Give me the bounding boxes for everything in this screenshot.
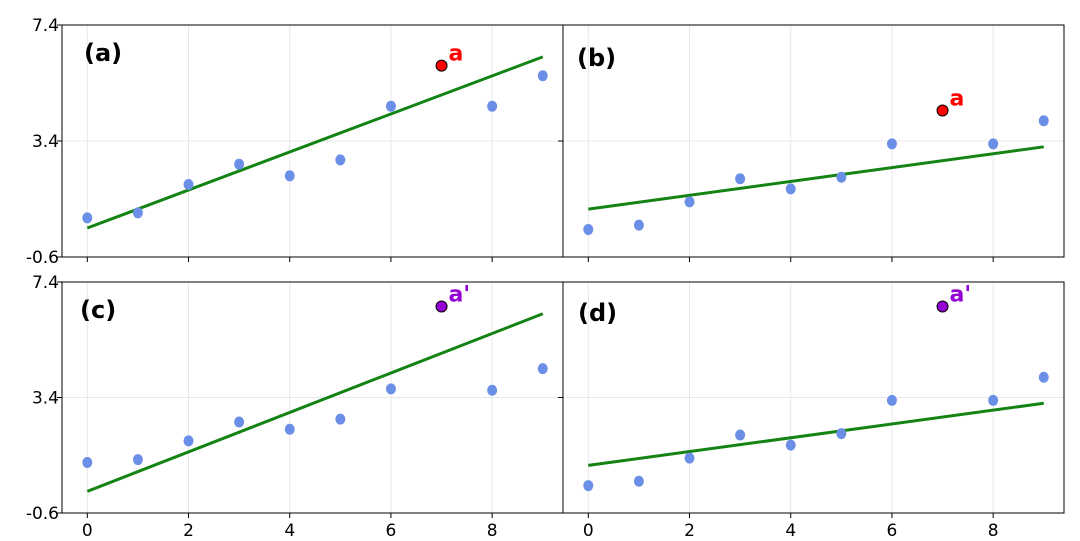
panel-label: (d) <box>578 299 617 327</box>
panel-b: a (b) <box>558 24 1065 262</box>
data-point <box>1038 371 1049 383</box>
fit-line <box>86 55 544 230</box>
data-point <box>633 475 644 487</box>
x-tick-label: 6 <box>887 521 898 541</box>
x-tick-label: 6 <box>386 521 397 541</box>
data-point <box>132 207 143 219</box>
data-point <box>1038 115 1049 127</box>
data-point <box>988 138 999 150</box>
data-point <box>836 428 847 440</box>
outlier-label: a <box>449 42 464 67</box>
data-point <box>335 413 346 425</box>
panel-a: 7.4 3.4 -0.6 a (a) <box>26 16 564 268</box>
outlier-label: a' <box>950 283 972 308</box>
outlier-point <box>435 300 448 313</box>
x-tick-label: 0 <box>82 521 93 541</box>
fit-line <box>588 401 1044 467</box>
data-point <box>735 429 746 441</box>
x-tick-label: 4 <box>284 521 295 541</box>
outlier-point <box>936 104 949 117</box>
data-point <box>183 179 194 190</box>
x-tick-label: 2 <box>684 521 695 541</box>
panel-d: 0 2 4 6 8 a' (d) <box>558 281 1065 541</box>
outlier-point <box>936 300 949 313</box>
y-tick-label: 7.4 <box>32 273 59 293</box>
outlier-label: a' <box>449 283 471 308</box>
panel-label: (a) <box>84 39 122 67</box>
data-point <box>785 183 796 195</box>
data-point <box>537 363 548 375</box>
x-tick-label: 4 <box>785 521 796 541</box>
outlier-label: a <box>950 87 965 112</box>
data-point <box>785 439 796 451</box>
data-point <box>735 173 746 185</box>
data-point <box>284 170 295 182</box>
x-tick-label: 2 <box>183 521 194 541</box>
y-tick-label: 7.4 <box>32 16 59 36</box>
data-point <box>234 158 245 170</box>
y-tick-label: -0.6 <box>26 248 59 268</box>
data-point <box>183 435 194 447</box>
data-point <box>583 223 594 235</box>
data-point <box>988 394 999 406</box>
data-point <box>836 171 847 183</box>
data-point <box>385 100 396 112</box>
fit-line <box>86 312 544 493</box>
data-point <box>234 416 245 428</box>
data-point <box>82 456 93 468</box>
y-tick-label: -0.6 <box>26 504 59 524</box>
data-point <box>886 394 897 406</box>
data-point <box>132 454 143 466</box>
data-point <box>385 383 396 395</box>
y-tick-label: 3.4 <box>32 132 59 152</box>
x-tick-label: 8 <box>487 521 498 541</box>
data-point <box>82 212 93 224</box>
panel-label: (c) <box>80 296 116 324</box>
y-tick-label: 3.4 <box>32 389 59 409</box>
x-tick-label: 0 <box>583 521 594 541</box>
fit-line <box>588 145 1044 211</box>
panel-label: (b) <box>577 44 616 72</box>
data-point <box>284 423 295 435</box>
data-point <box>684 452 695 464</box>
data-point <box>583 480 594 492</box>
data-point <box>886 138 897 150</box>
data-point <box>633 219 644 231</box>
data-point <box>335 154 346 166</box>
data-point <box>487 100 498 112</box>
data-point <box>487 384 498 396</box>
data-point <box>537 70 548 82</box>
data-point <box>684 196 695 208</box>
x-tick-label: 8 <box>988 521 999 541</box>
panel-c: 0 2 4 6 8 7.4 3.4 -0.6 a' (c) <box>26 273 564 541</box>
outlier-point <box>435 59 448 72</box>
